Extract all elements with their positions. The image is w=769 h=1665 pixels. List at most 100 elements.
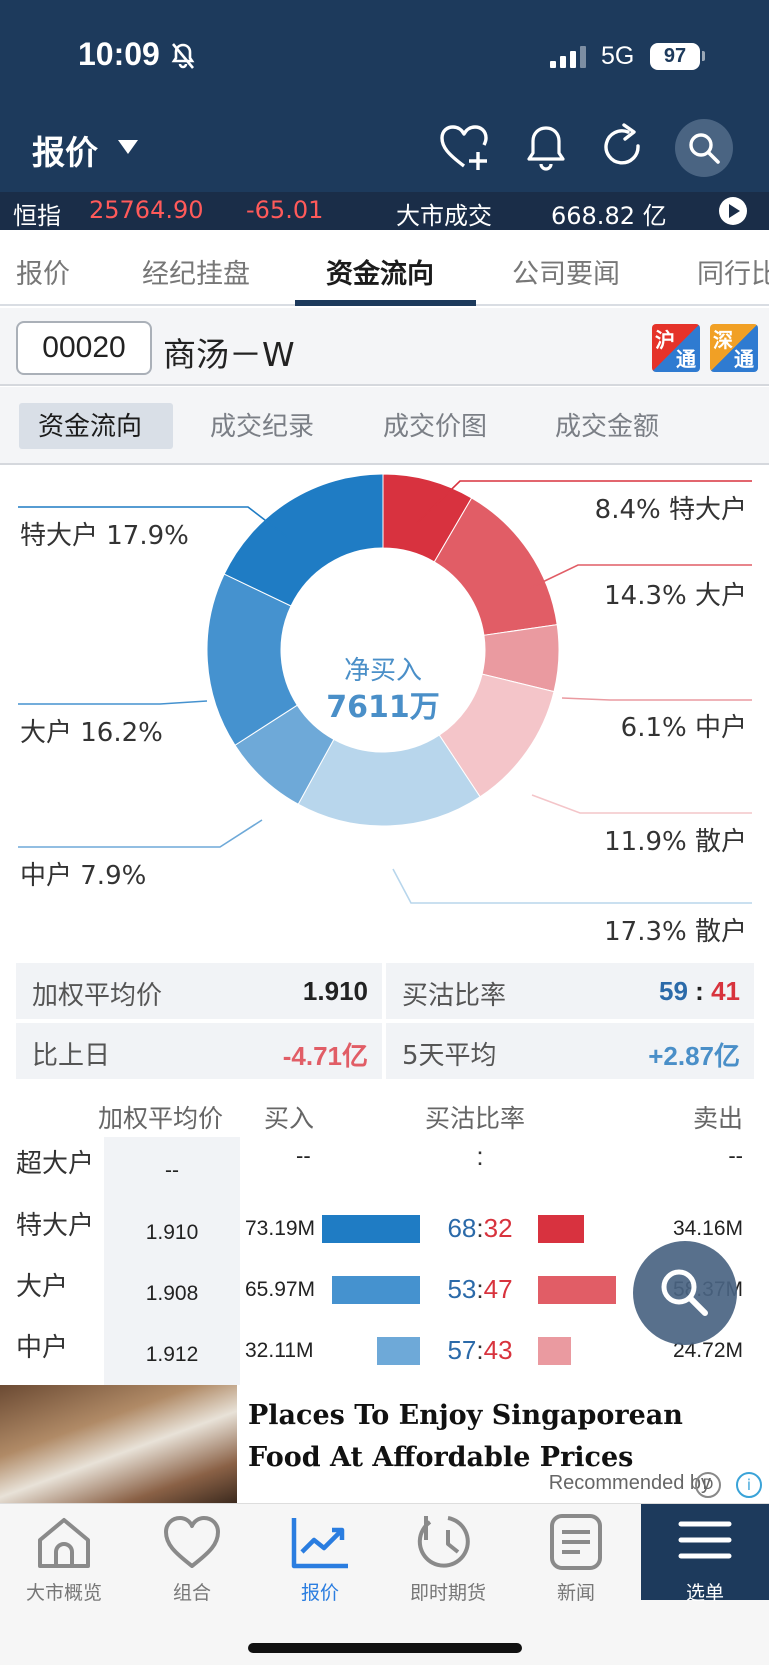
- detail-row-buy-amount: --: [296, 1143, 311, 1168]
- detail-row-label: 超大户: [16, 1149, 95, 1179]
- stock-name: 商汤－W: [163, 335, 295, 374]
- play-icon[interactable]: [719, 197, 747, 225]
- leader-line-sell-xl: [416, 480, 752, 524]
- segment-label-buy-xl: 特大户 17.9%: [20, 521, 189, 551]
- detail-row-sell-bar: [538, 1215, 584, 1243]
- ad-provider-logo[interactable]: D: [695, 1472, 721, 1498]
- ratio-label: 买沽比率: [402, 981, 507, 1011]
- summary-5day-avg: 5天平均 +2.87亿: [386, 1023, 754, 1079]
- sz-connect-char-1: 深: [713, 328, 733, 352]
- subtab-price-chart[interactable]: 成交价图: [383, 412, 488, 442]
- fund-flow-detail-table: 加权平均价 买入 买沽比率 卖出 超大户 -- -- --: 特大户 1.910 73.19…: [0, 1093, 769, 1385]
- nav-news[interactable]: 新闻: [512, 1504, 640, 1604]
- leader-line-buy-xl: [18, 506, 288, 538]
- ad-recommended-by[interactable]: Recommended by: [548, 1472, 711, 1494]
- avg-column-bg: [104, 1137, 240, 1385]
- tab-fund-flow[interactable]: 资金流向: [326, 259, 434, 290]
- home-indicator[interactable]: [248, 1643, 522, 1653]
- segment-label-buy-s: 17.3% 散户: [604, 917, 747, 947]
- header-sell: 卖出: [692, 1104, 743, 1133]
- segment-label-buy-l: 大户 16.2%: [20, 718, 163, 748]
- nav-futures[interactable]: 即时期货: [384, 1504, 512, 1604]
- tab-quote[interactable]: 报价: [16, 259, 70, 290]
- index-value: 25764.90: [89, 196, 204, 224]
- ratio-value: 59 : 41: [659, 976, 740, 1007]
- detail-row-sell-amount: 34.16M: [672, 1217, 743, 1240]
- chevron-down-icon[interactable]: [118, 140, 138, 154]
- nav-label: 大市概览: [25, 1582, 102, 1604]
- tab-peers[interactable]: 同行比: [697, 259, 769, 290]
- wavg-label: 加权平均价: [32, 981, 163, 1011]
- ad-image[interactable]: [0, 1385, 237, 1503]
- ratio-sell: 41: [711, 976, 740, 1006]
- detail-ratio-separator: :: [476, 1335, 484, 1365]
- page-title[interactable]: 报价: [32, 133, 98, 172]
- search-button[interactable]: [675, 119, 733, 177]
- detail-row-sell-bar: [538, 1337, 571, 1365]
- detail-row-label: 大户: [16, 1272, 69, 1302]
- leader-line-sell-s: [531, 794, 752, 814]
- segment-label-sell-xl: 8.4% 特大户: [594, 495, 747, 525]
- signal-icon: [550, 46, 586, 68]
- refresh-icon[interactable]: [598, 122, 650, 174]
- prev-label: 比上日: [32, 1041, 111, 1071]
- detail-ratio-separator: :: [476, 1274, 484, 1304]
- detail-row-ratio: :: [430, 1141, 530, 1172]
- ad-banner[interactable]: Places To Enjoy Singaporean Food At Affo…: [0, 1385, 769, 1503]
- shanghai-connect-badge: 沪 通: [652, 324, 700, 372]
- detail-row-avg: 1.910: [145, 1221, 199, 1244]
- nav-quote[interactable]: 报价: [256, 1504, 384, 1604]
- segment-label-buy-m: 中户 7.9%: [20, 861, 147, 891]
- detail-row-avg: --: [165, 1159, 179, 1182]
- nav-label: 报价: [300, 1582, 339, 1604]
- detail-row-ratio: 53:47: [430, 1274, 530, 1305]
- tab-broker-queue[interactable]: 经纪挂盘: [142, 259, 250, 290]
- donut-svg: 净买入 7611万: [18, 473, 752, 904]
- subtab-trade-records[interactable]: 成交纪录: [210, 412, 315, 442]
- summary-prev-day: 比上日 -4.71亿: [16, 1023, 382, 1079]
- nav-label: 选单: [685, 1582, 724, 1604]
- nav-portfolio[interactable]: 组合: [128, 1504, 256, 1604]
- floating-search-button[interactable]: [633, 1241, 737, 1345]
- ad-info-icon[interactable]: i: [736, 1472, 762, 1498]
- bell-icon[interactable]: [520, 122, 572, 174]
- detail-row-sell-bar: [538, 1276, 616, 1304]
- detail-ratio-sell: 43: [483, 1335, 513, 1365]
- leader-line-buy-s: [392, 868, 752, 904]
- detail-row-buy-bar: [377, 1337, 420, 1365]
- detail-row-avg: 1.908: [145, 1282, 199, 1305]
- heart-plus-icon[interactable]: [438, 122, 490, 174]
- fund-flow-summary: 加权平均价 1.910 买沽比率 59 : 41 比上日 -4.71亿 5天平均…: [16, 963, 754, 1081]
- ad-title[interactable]: Places To Enjoy Singaporean Food At Affo…: [248, 1400, 683, 1473]
- heart-icon: [164, 1516, 220, 1568]
- sz-connect-char-2: 通: [734, 347, 754, 371]
- tab-company-news[interactable]: 公司要闻: [512, 259, 620, 290]
- leader-line-sell-m: [561, 697, 752, 701]
- leader-line-buy-m: [18, 819, 263, 848]
- detail-row-sell-amount: --: [728, 1143, 743, 1168]
- detail-row-ratio: 68:32: [430, 1213, 530, 1244]
- donut-segment-buy-7: [223, 473, 384, 607]
- stock-header: 00020 商汤－W 沪 通 深 通: [0, 308, 769, 386]
- detail-row-buy-bar: [322, 1215, 420, 1243]
- ratio-separator: :: [695, 976, 704, 1006]
- stock-code-input[interactable]: 00020: [16, 321, 152, 375]
- index-ticker[interactable]: 恒指 25764.90 -65.01 大市成交 668.82 亿: [0, 192, 769, 230]
- detail-ratio-buy: 57: [447, 1335, 477, 1365]
- battery-level: 97: [650, 43, 700, 70]
- battery-tip: [702, 51, 705, 61]
- app-header: 10:09 5G 97 报价: [0, 0, 769, 192]
- menu-icon: [678, 1521, 732, 1559]
- detail-row-sell-amount: 24.72M: [672, 1339, 743, 1362]
- donut-center-value: 7611万: [326, 690, 440, 725]
- wavg-value: 1.910: [302, 976, 368, 1006]
- subtab-fund-flow[interactable]: 资金流向: [38, 412, 143, 442]
- home-icon: [38, 1518, 90, 1568]
- nav-menu[interactable]: 选单: [641, 1504, 769, 1604]
- subtab-trade-amount[interactable]: 成交金额: [555, 412, 660, 442]
- bell-off-icon: [171, 43, 195, 69]
- detail-row-label: 特大户: [16, 1211, 95, 1241]
- news-icon: [550, 1514, 602, 1570]
- nav-market-overview[interactable]: 大市概览: [0, 1504, 128, 1604]
- sh-connect-char-1: 沪: [655, 328, 675, 352]
